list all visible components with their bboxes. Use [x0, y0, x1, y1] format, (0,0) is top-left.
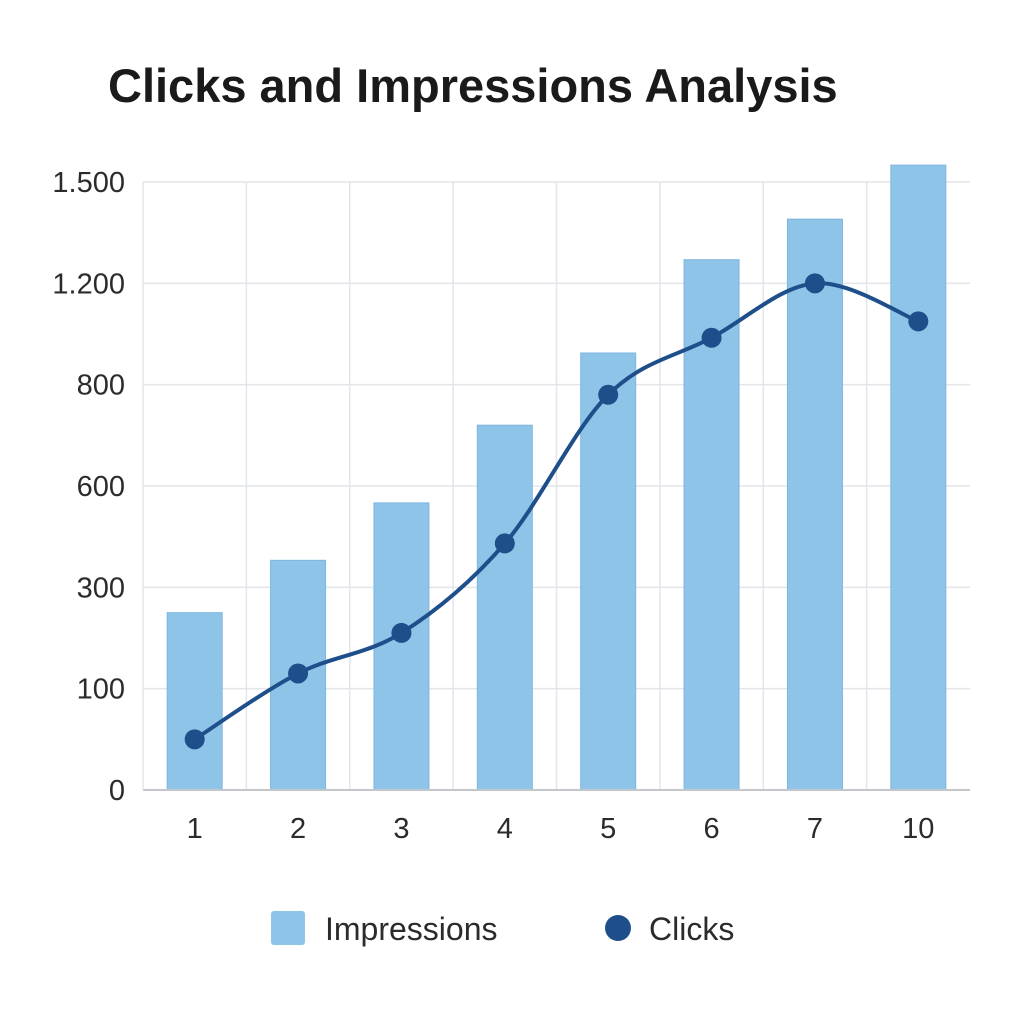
clicks-point-10	[908, 311, 929, 332]
legend-marker-clicks	[605, 915, 631, 941]
chart-title: Clicks and Impressions Analysis	[108, 59, 838, 112]
impressions-bar-5	[580, 352, 637, 791]
y-tick-label-1.500: 1.500	[52, 167, 125, 199]
clicks-point-2	[288, 663, 309, 684]
x-tick-label-6: 6	[703, 813, 719, 845]
clicks-point-6	[701, 327, 722, 348]
legend: Impressions Clicks	[271, 911, 734, 947]
clicks-point-7	[804, 273, 825, 294]
grid-lines	[143, 181, 970, 790]
legend-label-clicks: Clicks	[649, 911, 734, 947]
clicks-line	[184, 273, 929, 750]
y-tick-label-0: 0	[109, 775, 125, 807]
y-tick-label-1.200: 1.200	[52, 268, 125, 300]
y-tick-label-300: 300	[77, 572, 125, 604]
impressions-bar-1	[166, 612, 223, 791]
impressions-bar-10	[890, 164, 947, 791]
y-tick-label-800: 800	[77, 370, 125, 402]
x-tick-label-3: 3	[393, 813, 409, 845]
tick-labels: 0 100 300 600 800 1.200 1.500 1 2 3 4 5 6 7 10	[52, 167, 934, 845]
clicks-point-3	[391, 622, 412, 643]
y-tick-label-600: 600	[77, 471, 125, 503]
x-tick-label-2: 2	[290, 813, 306, 845]
legend-swatch-impressions	[271, 911, 305, 945]
x-tick-label-1: 1	[187, 813, 203, 845]
legend-label-impressions: Impressions	[325, 911, 498, 947]
impressions-bar-4	[476, 424, 533, 791]
clicks-line-path	[192, 281, 921, 742]
clicks-point-4	[494, 533, 515, 554]
impressions-bar-7	[786, 218, 843, 791]
x-tick-label-10: 10	[902, 813, 934, 845]
impressions-bar-3	[373, 502, 430, 791]
clicks-point-1	[184, 729, 205, 750]
x-tick-label-5: 5	[600, 813, 616, 845]
clicks-point-5	[598, 384, 619, 405]
x-tick-label-7: 7	[807, 813, 823, 845]
x-tick-label-4: 4	[497, 813, 513, 845]
y-tick-label-100: 100	[77, 674, 125, 706]
axes	[142, 182, 970, 791]
